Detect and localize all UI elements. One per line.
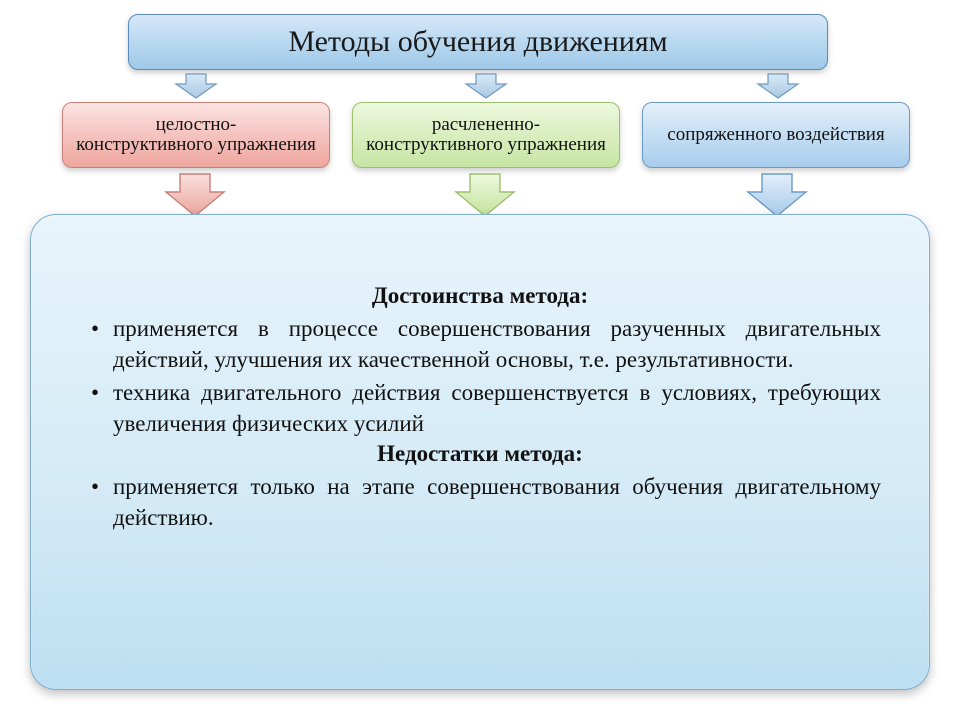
arrow-title-to-red	[174, 72, 218, 100]
title-text: Методы обучения движениям	[288, 25, 667, 59]
arrow-title-to-blue	[756, 72, 800, 100]
disadvantages-list: применяется только на этапе совершенство…	[79, 471, 881, 533]
method-green-label: расчлененно-конструктивного упражнения	[366, 115, 606, 155]
arrow-green-down	[454, 172, 516, 218]
disadvantage-item: применяется только на этапе совершенство…	[79, 471, 881, 533]
advantage-item: применяется в процессе совершенствования…	[79, 313, 881, 375]
method-box-green: расчлененно-конструктивного упражнения	[352, 102, 620, 168]
advantage-item: техника двигательного действия совершенс…	[79, 377, 881, 439]
title-box: Методы обучения движениям	[128, 14, 828, 70]
method-red-label: целостно-конструктивного упражнения	[76, 115, 316, 155]
arrow-title-to-green	[464, 72, 508, 100]
content-box: Достоинства метода: применяется в процес…	[30, 214, 930, 690]
disadvantages-heading: Недостатки метода:	[79, 441, 881, 467]
arrow-blue-down	[746, 172, 808, 218]
advantages-heading: Достоинства метода:	[79, 283, 881, 309]
method-box-red: целостно-конструктивного упражнения	[62, 102, 330, 168]
arrow-red-down	[164, 172, 226, 218]
method-box-blue: сопряженного воздействия	[642, 102, 910, 168]
advantages-list: применяется в процессе совершенствования…	[79, 313, 881, 439]
method-blue-label: сопряженного воздействия	[667, 125, 884, 145]
